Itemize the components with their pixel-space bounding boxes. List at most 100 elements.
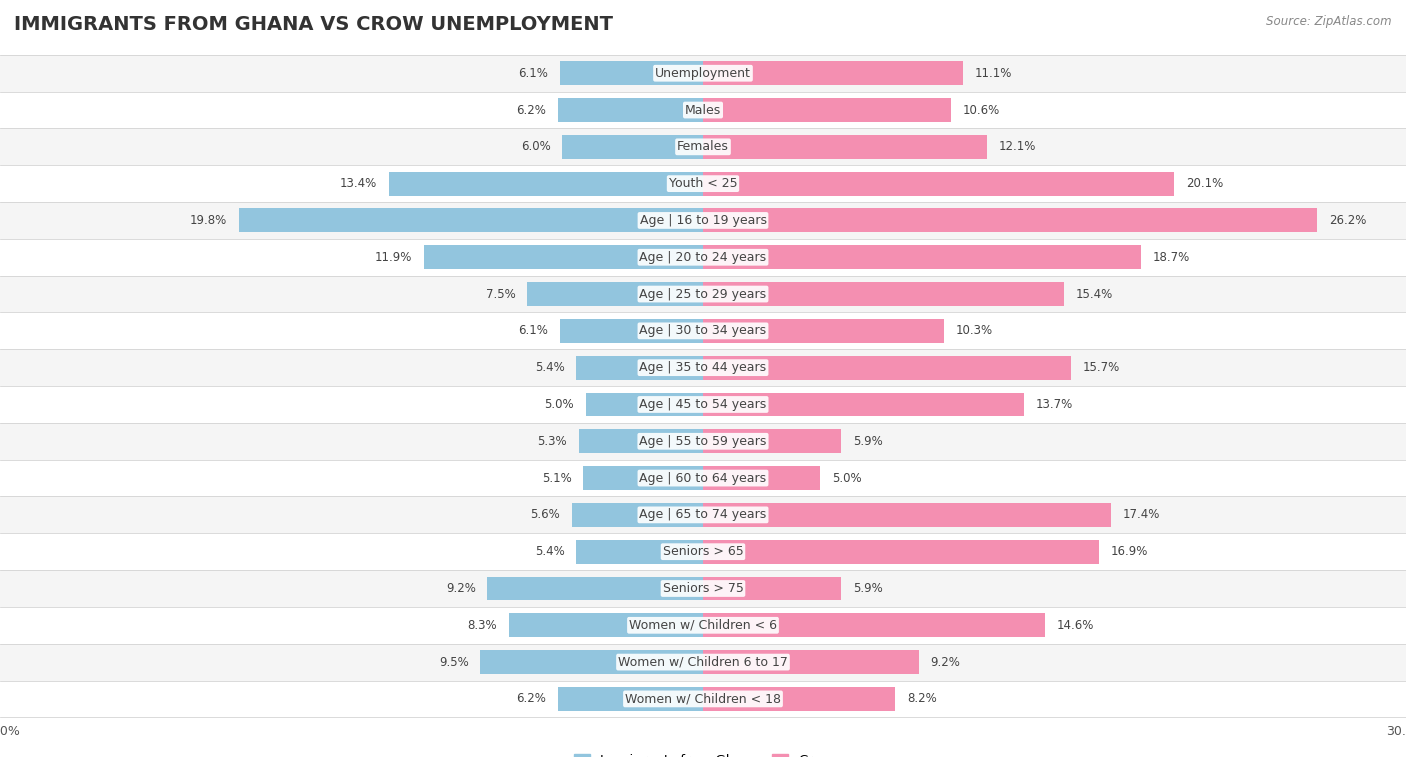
Bar [703,135,987,159]
Bar [703,282,1064,306]
Text: Age | 16 to 19 years: Age | 16 to 19 years [640,214,766,227]
Text: IMMIGRANTS FROM GHANA VS CROW UNEMPLOYMENT: IMMIGRANTS FROM GHANA VS CROW UNEMPLOYME… [14,15,613,34]
Text: 5.0%: 5.0% [832,472,862,484]
Bar [558,98,703,122]
Bar [0,349,1406,386]
Bar [0,423,1406,459]
Bar [560,319,703,343]
Text: 5.3%: 5.3% [537,435,567,448]
Text: 5.4%: 5.4% [536,545,565,558]
Bar [0,607,1406,643]
Text: 11.9%: 11.9% [375,251,412,263]
Text: 5.9%: 5.9% [853,582,883,595]
Bar [703,393,1024,416]
Bar [576,540,703,564]
Text: 5.9%: 5.9% [853,435,883,448]
Bar [0,55,1406,92]
Text: 6.1%: 6.1% [519,67,548,79]
Text: Age | 20 to 24 years: Age | 20 to 24 years [640,251,766,263]
Bar [0,386,1406,423]
Bar [576,356,703,379]
Text: 5.4%: 5.4% [536,361,565,374]
Bar [703,98,952,122]
Bar [0,129,1406,165]
Text: 6.1%: 6.1% [519,324,548,338]
Text: 18.7%: 18.7% [1153,251,1189,263]
Bar [703,540,1099,564]
Bar [703,61,963,86]
Bar [558,687,703,711]
Bar [0,165,1406,202]
Bar [703,577,841,600]
Bar [703,429,841,453]
Text: 12.1%: 12.1% [998,140,1036,154]
Bar [527,282,703,306]
Text: Males: Males [685,104,721,117]
Text: Age | 25 to 29 years: Age | 25 to 29 years [640,288,766,301]
Text: 19.8%: 19.8% [190,214,228,227]
Bar [481,650,703,674]
Text: Women w/ Children < 6: Women w/ Children < 6 [628,618,778,632]
Bar [703,687,896,711]
Bar [0,202,1406,239]
Text: 5.0%: 5.0% [544,398,574,411]
Text: 8.2%: 8.2% [907,693,936,706]
Text: Women w/ Children < 18: Women w/ Children < 18 [626,693,780,706]
Bar [703,650,918,674]
Bar [425,245,703,269]
Text: 10.3%: 10.3% [956,324,993,338]
Text: Age | 65 to 74 years: Age | 65 to 74 years [640,509,766,522]
Text: 13.4%: 13.4% [340,177,377,190]
Text: Seniors > 65: Seniors > 65 [662,545,744,558]
Bar [0,570,1406,607]
Bar [703,356,1071,379]
Text: 6.2%: 6.2% [516,104,546,117]
Text: Age | 60 to 64 years: Age | 60 to 64 years [640,472,766,484]
Bar [583,466,703,490]
Text: 16.9%: 16.9% [1111,545,1149,558]
Text: Age | 30 to 34 years: Age | 30 to 34 years [640,324,766,338]
Bar [0,239,1406,276]
Text: 15.7%: 15.7% [1083,361,1119,374]
Bar [488,577,703,600]
Text: Age | 55 to 59 years: Age | 55 to 59 years [640,435,766,448]
Text: 13.7%: 13.7% [1036,398,1073,411]
Text: Seniors > 75: Seniors > 75 [662,582,744,595]
Bar [703,245,1142,269]
Text: Youth < 25: Youth < 25 [669,177,737,190]
Text: 5.1%: 5.1% [543,472,572,484]
Bar [0,276,1406,313]
Bar [703,613,1045,637]
Text: Source: ZipAtlas.com: Source: ZipAtlas.com [1267,15,1392,28]
Text: Women w/ Children 6 to 17: Women w/ Children 6 to 17 [619,656,787,668]
Text: 6.0%: 6.0% [522,140,551,154]
Bar [703,466,820,490]
Bar [239,208,703,232]
Text: 9.2%: 9.2% [446,582,475,595]
Bar [0,313,1406,349]
Text: 6.2%: 6.2% [516,693,546,706]
Text: 14.6%: 14.6% [1057,618,1094,632]
Text: 5.6%: 5.6% [530,509,560,522]
Bar [0,497,1406,533]
Legend: Immigrants from Ghana, Crow: Immigrants from Ghana, Crow [568,749,838,757]
Bar [562,135,703,159]
Text: 9.5%: 9.5% [439,656,468,668]
Bar [586,393,703,416]
Text: 9.2%: 9.2% [931,656,960,668]
Bar [0,92,1406,129]
Bar [509,613,703,637]
Bar [0,643,1406,681]
Bar [389,172,703,195]
Text: Unemployment: Unemployment [655,67,751,79]
Text: 11.1%: 11.1% [974,67,1012,79]
Text: Age | 35 to 44 years: Age | 35 to 44 years [640,361,766,374]
Text: 26.2%: 26.2% [1329,214,1367,227]
Text: Age | 45 to 54 years: Age | 45 to 54 years [640,398,766,411]
Text: 10.6%: 10.6% [963,104,1000,117]
Text: 8.3%: 8.3% [467,618,496,632]
Text: 7.5%: 7.5% [486,288,516,301]
Bar [703,503,1111,527]
Bar [0,533,1406,570]
Bar [0,681,1406,718]
